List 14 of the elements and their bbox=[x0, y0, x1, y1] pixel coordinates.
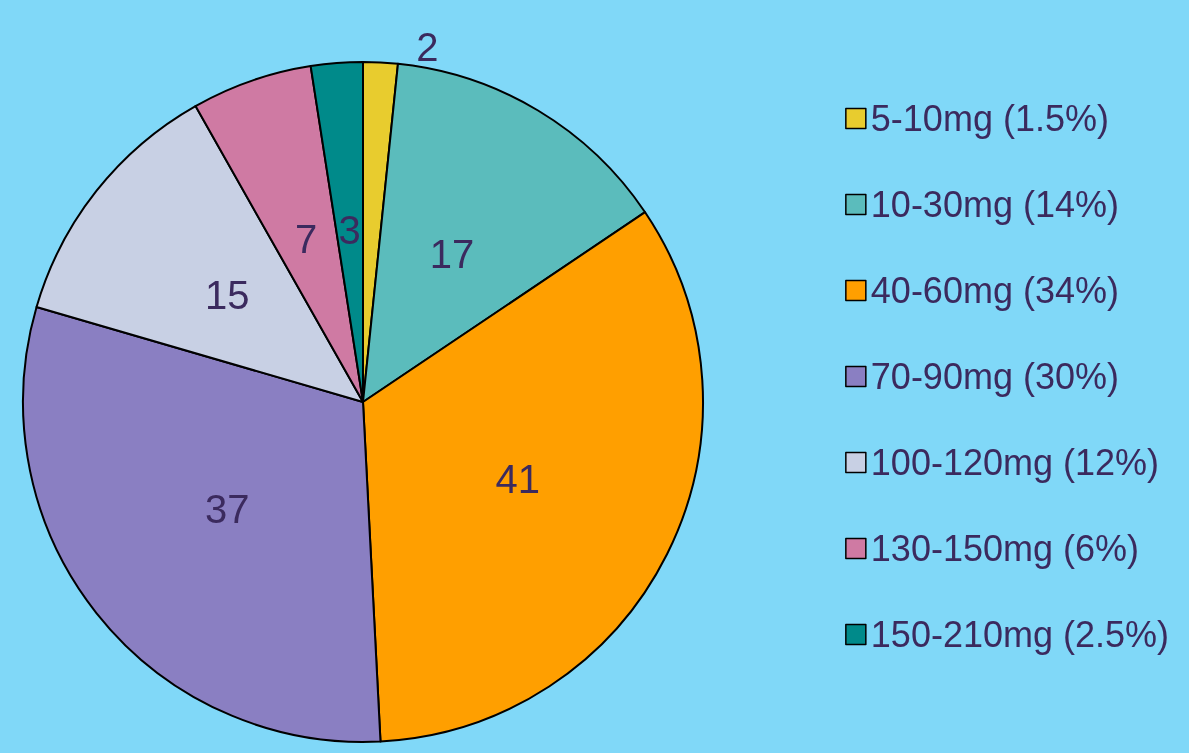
data-label: 37 bbox=[205, 487, 250, 532]
data-label: 2 bbox=[416, 25, 439, 70]
data-label: 17 bbox=[429, 231, 475, 276]
legend-label: 130-150mg (6%) bbox=[870, 528, 1139, 569]
legend-label: 150-210mg (2.5%) bbox=[870, 614, 1170, 655]
legend-label: 70-90mg (30%) bbox=[870, 356, 1119, 397]
legend-label: 10-30mg (14%) bbox=[870, 184, 1119, 225]
legend-label: 100-120mg (12%) bbox=[870, 442, 1160, 483]
data-label: 7 bbox=[295, 216, 318, 261]
data-label: 3 bbox=[338, 207, 361, 252]
legend-label: 5-10mg (1.5%) bbox=[870, 98, 1109, 139]
legend-label: 40-60mg (34%) bbox=[870, 270, 1119, 311]
data-label: 15 bbox=[205, 272, 250, 317]
data-label: 41 bbox=[495, 457, 540, 502]
